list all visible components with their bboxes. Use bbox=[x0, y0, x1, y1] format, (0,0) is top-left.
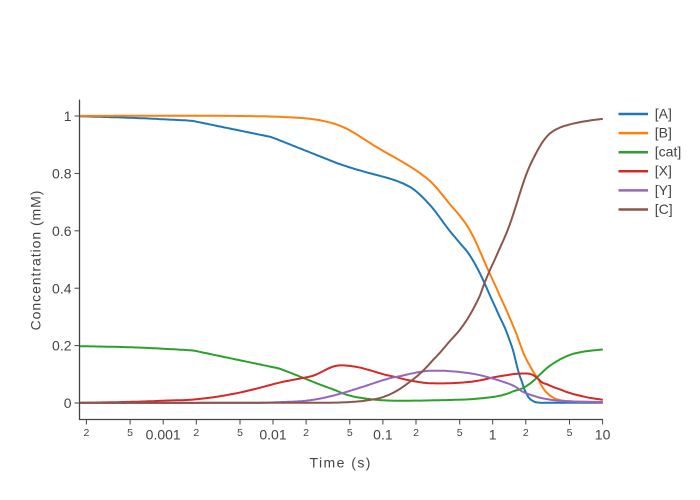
svg-text:[A]: [A] bbox=[655, 105, 672, 121]
svg-text:0.8: 0.8 bbox=[52, 166, 72, 182]
svg-text:[C]: [C] bbox=[655, 201, 673, 217]
svg-text:10: 10 bbox=[595, 426, 611, 442]
svg-text:2: 2 bbox=[83, 427, 89, 439]
svg-text:1: 1 bbox=[64, 108, 72, 124]
svg-text:0.001: 0.001 bbox=[146, 426, 181, 442]
svg-text:5: 5 bbox=[237, 427, 243, 439]
svg-text:0.1: 0.1 bbox=[373, 426, 393, 442]
svg-text:Time (s): Time (s) bbox=[309, 455, 371, 471]
svg-text:0.4: 0.4 bbox=[52, 280, 72, 296]
svg-text:[cat]: [cat] bbox=[655, 144, 681, 160]
svg-text:2: 2 bbox=[193, 427, 199, 439]
svg-text:5: 5 bbox=[347, 427, 353, 439]
svg-text:5: 5 bbox=[567, 427, 573, 439]
svg-text:2: 2 bbox=[413, 427, 419, 439]
svg-text:1: 1 bbox=[489, 426, 497, 442]
svg-text:[X]: [X] bbox=[655, 163, 672, 179]
svg-text:[B]: [B] bbox=[655, 125, 672, 141]
svg-text:0.2: 0.2 bbox=[52, 338, 72, 354]
svg-text:Concentration (mM): Concentration (mM) bbox=[28, 190, 44, 331]
svg-text:2: 2 bbox=[523, 427, 529, 439]
svg-text:0.01: 0.01 bbox=[259, 426, 286, 442]
svg-text:[Y]: [Y] bbox=[655, 182, 672, 198]
svg-text:5: 5 bbox=[127, 427, 133, 439]
svg-text:5: 5 bbox=[457, 427, 463, 439]
svg-text:2: 2 bbox=[303, 427, 309, 439]
svg-text:0: 0 bbox=[64, 395, 72, 411]
svg-text:0.6: 0.6 bbox=[52, 223, 72, 239]
